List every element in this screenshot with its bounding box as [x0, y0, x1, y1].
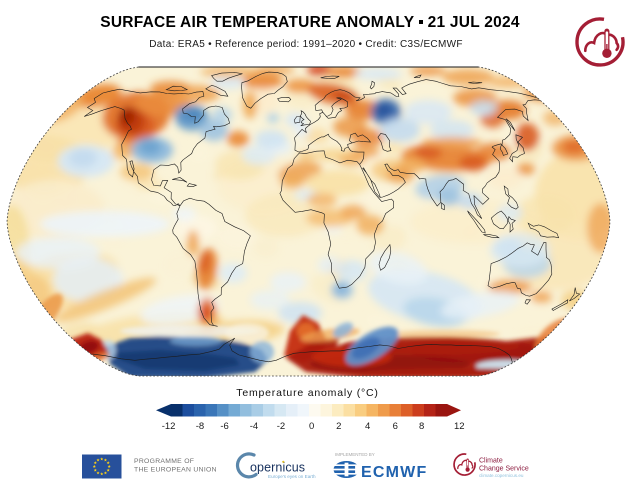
- svg-text:ECMWF: ECMWF: [361, 464, 427, 481]
- svg-text:-4: -4: [250, 421, 258, 432]
- svg-text:-12: -12: [162, 421, 176, 432]
- svg-text:IMPLEMENTED BY: IMPLEMENTED BY: [335, 452, 375, 457]
- svg-text:Europe's eyes on Earth: Europe's eyes on Earth: [268, 474, 316, 479]
- svg-text:-8: -8: [196, 421, 204, 432]
- svg-text:THE EUROPEAN UNION: THE EUROPEAN UNION: [134, 467, 217, 474]
- svg-text:Temperature anomaly (°C): Temperature anomaly (°C): [236, 387, 378, 399]
- svg-text:Climate: Climate: [479, 458, 503, 465]
- svg-text:opernicus: opernicus: [250, 461, 305, 475]
- svg-text:12: 12: [454, 421, 465, 432]
- svg-text:6: 6: [393, 421, 398, 432]
- svg-text:-6: -6: [220, 421, 228, 432]
- svg-text:2: 2: [336, 421, 341, 432]
- svg-text:8: 8: [419, 421, 424, 432]
- svg-text:Change Service: Change Service: [479, 466, 529, 473]
- svg-text:PROGRAMME OF: PROGRAMME OF: [134, 458, 194, 465]
- svg-text:0: 0: [309, 421, 314, 432]
- svg-text:climate.copernicus.eu: climate.copernicus.eu: [479, 473, 524, 478]
- svg-text:-2: -2: [277, 421, 285, 432]
- svg-text:4: 4: [365, 421, 370, 432]
